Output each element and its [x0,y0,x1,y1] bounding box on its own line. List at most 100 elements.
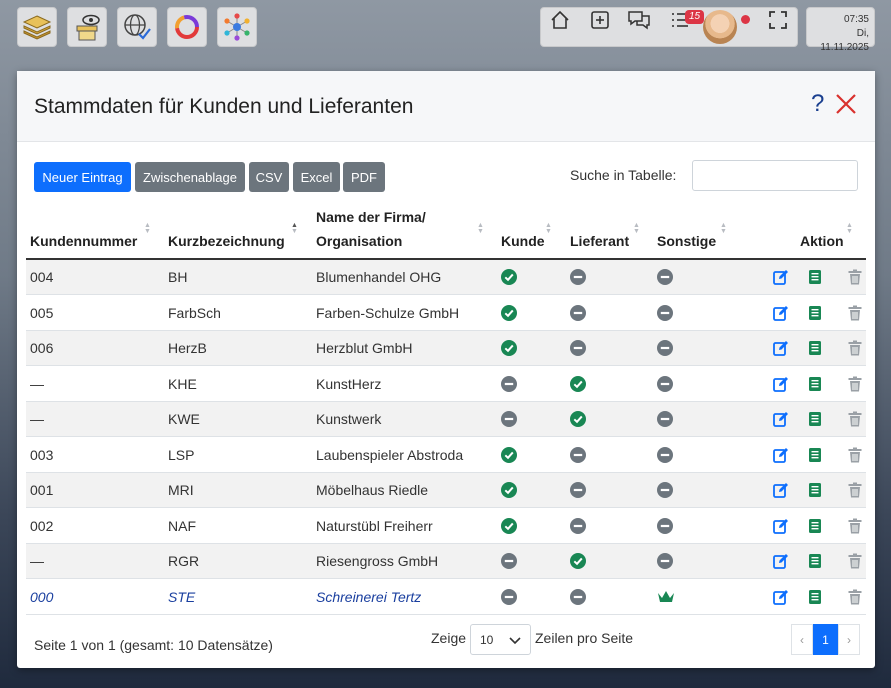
cell-kurzbezeichnung: STE [168,588,196,605]
notes-book-icon[interactable] [807,305,823,321]
home-icon[interactable] [548,8,572,32]
chat-icon[interactable] [627,8,651,32]
toolbar-group [540,7,798,47]
sonstige-minus-circle-icon [657,517,673,534]
new-entry-button[interactable]: Neuer Eintrag [34,162,131,192]
cell-kundennummer: 006 [30,340,54,356]
cell-kundennummer: — [30,553,44,569]
table-row[interactable]: — KHE KunstHerz [26,367,866,402]
trash-icon[interactable] [847,589,863,605]
lieferant-check-circle-icon [570,553,586,569]
edit-icon[interactable] [773,411,789,427]
csv-button[interactable]: CSV [249,162,289,192]
trash-icon[interactable] [847,269,863,285]
lieferant-minus-circle-icon [570,304,586,321]
header-name-line1[interactable]: Name der Firma/ [316,209,426,225]
kunde-check-circle-icon [501,340,517,356]
kunde-check-circle-icon [501,304,517,321]
user-avatar[interactable] [703,10,737,44]
header-name-line2[interactable]: Organisation [316,233,403,249]
trash-icon[interactable] [847,305,863,321]
header-kurzbezeichnung[interactable]: Kurzbezeichnung [168,233,285,249]
edit-icon[interactable] [773,269,789,285]
notes-book-icon[interactable] [807,269,823,285]
cell-kurzbezeichnung: LSP [168,446,195,463]
cell-kurzbezeichnung: FarbSch [168,304,221,321]
trash-icon[interactable] [847,518,863,534]
prev-page-button[interactable]: ‹ [791,624,813,655]
edit-icon[interactable] [773,447,789,463]
edit-icon[interactable] [773,553,789,569]
trash-icon[interactable] [847,553,863,569]
cell-kurzbezeichnung: NAF [168,517,196,534]
table-row[interactable]: 003 LSP Laubenspieler Abstroda [26,438,866,473]
notes-book-icon[interactable] [807,553,823,569]
edit-icon[interactable] [773,589,789,605]
sonstige-minus-circle-icon [657,446,673,463]
notes-book-icon[interactable] [807,589,823,605]
table-row[interactable]: 005 FarbSch Farben-Schulze GmbH [26,296,866,331]
trash-icon[interactable] [847,340,863,356]
notes-book-icon[interactable] [807,518,823,534]
notes-book-icon[interactable] [807,447,823,463]
archive-view-button[interactable] [67,7,107,47]
trash-icon[interactable] [847,482,863,498]
edit-icon[interactable] [773,482,789,498]
excel-button[interactable]: Excel [293,162,340,192]
next-page-button[interactable]: › [838,624,860,655]
table-row[interactable]: 000 STE Schreinerei Tertz [26,580,866,615]
globe-check-button[interactable] [117,7,157,47]
page-size-select[interactable]: 10 [470,624,531,655]
table-row[interactable]: 004 BH Blumenhandel OHG [26,260,866,295]
table-row[interactable]: — RGR Riesengross GmbH [26,544,866,579]
notes-book-icon[interactable] [807,411,823,427]
table-row[interactable]: 006 HerzB Herzblut GmbH [26,331,866,366]
notes-book-icon[interactable] [807,482,823,498]
modal-header: Stammdaten für Kunden und Lieferanten ? [17,71,875,142]
header-sonstige[interactable]: Sonstige [657,233,717,249]
clock: 07:35 Di, 11.11.2025 [806,7,875,53]
fullscreen-icon[interactable] [766,8,790,32]
header-kundennummer[interactable]: Kundennummer [30,233,138,249]
header-divider [26,258,866,260]
pdf-button[interactable]: PDF [343,162,385,192]
trash-icon[interactable] [847,376,863,392]
table-row[interactable]: — KWE Kunstwerk [26,402,866,437]
header-aktion: Aktion [800,233,844,249]
sort-icon: ▲ ▼ [144,222,151,235]
header-kunde[interactable]: Kunde [501,233,545,249]
search-input[interactable] [692,160,858,191]
edit-icon[interactable] [773,305,789,321]
cell-firmenname: Riesengross GmbH [316,553,439,569]
cell-kurzbezeichnung: MRI [168,482,194,498]
page-1-button[interactable]: 1 [813,624,838,655]
network-button[interactable] [217,7,257,47]
sort-icon: ▲ ▼ [477,222,484,235]
sort-icon: ▲ ▼ [633,222,640,235]
cell-firmenname: Herzblut GmbH [316,340,413,356]
clipboard-button[interactable]: Zwischenablage [135,162,245,192]
network-nodes-icon [224,13,250,41]
layers-app-button[interactable] [17,7,57,47]
table-row[interactable]: 001 MRI Möbelhaus Riedle [26,473,866,508]
header-lieferant[interactable]: Lieferant [570,233,630,249]
lieferant-minus-circle-icon [570,340,586,356]
cell-kurzbezeichnung: BH [168,269,188,285]
table-row[interactable]: 002 NAF Naturstübl Freiherr [26,509,866,544]
sonstige-minus-circle-icon [657,340,673,356]
notes-book-icon[interactable] [807,340,823,356]
trash-icon[interactable] [847,411,863,427]
cell-kurzbezeichnung: KHE [168,375,197,392]
add-square-icon[interactable] [588,8,612,32]
trash-icon[interactable] [847,447,863,463]
notes-book-icon[interactable] [807,376,823,392]
edit-icon[interactable] [773,340,789,356]
ring-chart-button[interactable] [167,7,207,47]
sonstige-minus-circle-icon [657,482,673,498]
help-icon[interactable]: ? [811,90,825,117]
kunde-minus-circle-icon [501,375,517,392]
edit-icon[interactable] [773,518,789,534]
lieferant-minus-circle-icon [570,269,586,285]
edit-icon[interactable] [773,376,789,392]
close-icon[interactable] [835,93,857,115]
